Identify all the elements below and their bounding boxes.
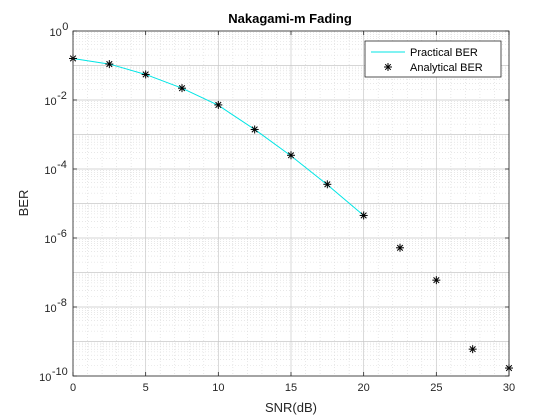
x-tick-label: 5 bbox=[143, 382, 149, 394]
x-axis: 0 5 10 15 20 25 30 bbox=[70, 31, 515, 394]
x-tick-label: 30 bbox=[503, 382, 515, 394]
y-tick-label: 10 bbox=[44, 96, 56, 108]
data-point-analytical-ber bbox=[468, 345, 477, 354]
x-tick-label: 0 bbox=[70, 382, 76, 394]
x-axis-label: SNR(dB) bbox=[265, 400, 317, 415]
y-tick-label: 10 bbox=[44, 165, 56, 177]
y-tick-label: 10 bbox=[39, 372, 51, 384]
x-tick-label: 15 bbox=[285, 382, 297, 394]
data-point-analytical-ber bbox=[323, 180, 332, 189]
y-tick-label-exponent: -4 bbox=[57, 159, 67, 171]
x-tick-label: 10 bbox=[212, 382, 224, 394]
y-tick-label-exponent: -2 bbox=[57, 90, 67, 102]
y-tick-label-exponent: -8 bbox=[57, 297, 67, 309]
data-point-analytical-ber bbox=[105, 60, 114, 69]
data-point-analytical-ber bbox=[359, 211, 368, 220]
data-point-analytical-ber bbox=[214, 100, 223, 109]
y-tick-label: 10 bbox=[44, 303, 56, 315]
data-point-analytical-ber bbox=[250, 125, 259, 134]
legend-asterisk bbox=[384, 63, 392, 71]
data-point-analytical-ber bbox=[287, 151, 295, 160]
legend: Practical BER Analytical BER bbox=[364, 40, 502, 78]
y-tick-label-exponent: -10 bbox=[52, 366, 68, 378]
y-tick-label-exponent: 0 bbox=[62, 21, 68, 33]
data-point-analytical-ber bbox=[432, 276, 441, 285]
legend-label-practical: Practical BER bbox=[410, 47, 478, 59]
data-point-analytical-ber bbox=[396, 243, 404, 252]
legend-label-analytical: Analytical BER bbox=[410, 62, 483, 74]
chart-title: Nakagami-m Fading bbox=[228, 11, 352, 26]
data-point-analytical-ber bbox=[141, 70, 150, 79]
legend-marker-analytical bbox=[384, 63, 392, 71]
x-tick-label: 25 bbox=[430, 382, 442, 394]
y-tick-label: 10 bbox=[50, 27, 62, 39]
y-axis-label: BER bbox=[16, 190, 31, 217]
y-tick-label-exponent: -6 bbox=[57, 228, 67, 240]
x-tick-label: 20 bbox=[358, 382, 370, 394]
data-point-analytical-ber bbox=[178, 84, 186, 93]
y-tick-label: 10 bbox=[44, 234, 56, 246]
